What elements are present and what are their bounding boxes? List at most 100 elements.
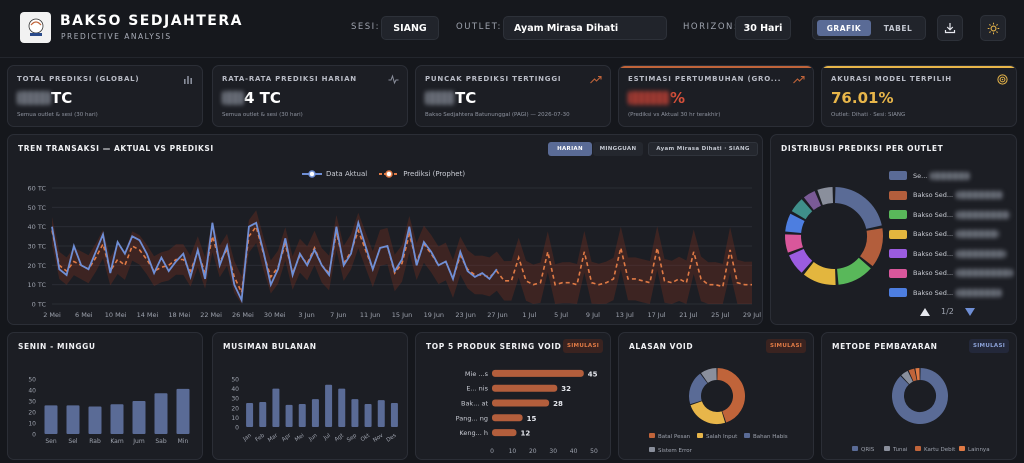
x-tick-label: 14 Mei xyxy=(137,311,159,319)
bar xyxy=(492,369,584,377)
x-tick-label: Min xyxy=(178,438,189,445)
bar-value-label: 12 xyxy=(520,430,530,438)
donut-slice xyxy=(803,191,822,211)
x-tick-label: Mar xyxy=(267,432,280,443)
legend-swatch xyxy=(697,433,703,438)
distribution-donut-chart xyxy=(785,187,883,285)
bar xyxy=(44,405,58,434)
simulasi-badge: SIMULASI xyxy=(766,339,806,353)
kpi-value: TC xyxy=(17,89,72,107)
trend-chart: 0 TC 10 TC 20 TC 30 TC 40 TC 50 TC 60 TC 2 Mei 6… xyxy=(28,185,762,320)
prev-page-icon[interactable] xyxy=(919,307,931,317)
kpi-estimasi-pertumbuhan: ESTIMASI PERTUMBUHAN (GRO... % (Prediksi… xyxy=(618,65,814,127)
kpi-puncak-prediksi: PUNCAK PREDIKSI TERTINGGI TC Bakso Sedja… xyxy=(415,65,611,127)
y-tick-label: 30 TC xyxy=(28,243,47,251)
legend-item: Bakso Sed... xyxy=(889,186,1013,206)
masked-value xyxy=(17,91,51,105)
legend-item: Bakso Sed... xyxy=(889,244,1013,264)
x-tick-label: Mei xyxy=(294,432,306,443)
masked-label xyxy=(930,171,971,180)
kpi-note: Bakso Sedjahtera Batununggal (PAGI) — 20… xyxy=(425,112,570,118)
bar xyxy=(492,399,550,407)
donut-slice xyxy=(789,248,813,273)
tab-mingguan[interactable]: MINGGUAN xyxy=(593,142,643,156)
masked-value xyxy=(222,91,244,105)
y-tick-label: Pang... ng xyxy=(456,414,488,422)
donut-slice xyxy=(901,370,914,385)
y-tick-label: 0 TC xyxy=(32,301,47,309)
next-page-icon[interactable] xyxy=(964,307,976,317)
theme-toggle-button[interactable] xyxy=(980,15,1006,41)
kpi-value: 76.01% xyxy=(831,89,894,107)
legend-item: Bakso Sed... xyxy=(889,283,1013,303)
legend-actual-swatch xyxy=(302,170,322,178)
donut-slice xyxy=(785,234,804,253)
legend-label: Bakso Sed... xyxy=(913,269,954,278)
masked-label xyxy=(956,191,1004,200)
x-tick-label: 20 xyxy=(529,448,537,455)
legend-label: Salah Input xyxy=(706,434,738,440)
x-tick-label: 26 Mei xyxy=(232,311,254,319)
sesi-select[interactable]: SIANG xyxy=(381,16,439,40)
legend-item: Bakso Sed... xyxy=(889,264,1014,284)
kpi-title: ESTIMASI PERTUMBUHAN (GRO... xyxy=(628,75,782,83)
horizon-select[interactable]: 30 Hari xyxy=(735,16,791,40)
x-tick-label: 30 xyxy=(549,448,557,455)
x-tick-label: Feb xyxy=(254,432,266,443)
legend-swatch xyxy=(915,446,921,451)
tabel-button[interactable]: TABEL xyxy=(883,23,913,33)
legend-label: Lainnya xyxy=(968,447,990,453)
legend-swatch xyxy=(959,446,965,451)
x-tick-label: 2 Mei xyxy=(43,311,61,319)
donut-slice xyxy=(908,368,917,382)
tab-harian[interactable]: HARIAN xyxy=(548,142,592,156)
x-tick-label: Jum xyxy=(132,438,145,445)
legend-label: Bahan Habis xyxy=(753,434,788,440)
target-icon xyxy=(997,74,1008,85)
legend-label: Batal Pesan xyxy=(658,434,691,440)
legend-label: Bakso Sed... xyxy=(913,210,954,219)
weekday-title: SENIN - MINGGU xyxy=(18,342,96,351)
donut-slice xyxy=(803,261,836,285)
grafik-button[interactable]: GRAFIK xyxy=(817,20,871,36)
legend-label: Bakso Sed... xyxy=(913,230,954,239)
trend-legend: Data Aktual Prediksi (Prophet) xyxy=(302,170,465,178)
legend-swatch xyxy=(649,433,655,438)
x-tick-label: Okt xyxy=(360,432,372,443)
legend-pred-label: Prediksi (Prophet) xyxy=(403,170,466,178)
download-icon xyxy=(944,23,956,34)
donut-slice xyxy=(791,199,813,220)
legend-swatch xyxy=(852,446,858,451)
bar-value-label: 28 xyxy=(553,400,563,408)
donut-slice xyxy=(785,213,805,234)
x-tick-label: Apr xyxy=(281,432,293,443)
donut-slice xyxy=(859,228,883,267)
bar-value-label: 45 xyxy=(588,370,598,378)
x-tick-label: 10 xyxy=(509,448,517,455)
simulasi-badge: SIMULASI xyxy=(969,339,1009,353)
bar xyxy=(88,406,102,434)
legend-label: QRIS xyxy=(861,447,875,453)
y-tick-label: Mie ...s xyxy=(465,370,489,378)
donut-slice xyxy=(716,368,745,423)
donut-slice xyxy=(700,368,718,384)
bar xyxy=(377,400,385,427)
y-tick-label: 50 xyxy=(231,377,239,384)
bar xyxy=(311,399,319,427)
kpi-value: % xyxy=(628,89,685,107)
download-button[interactable] xyxy=(937,15,963,41)
bar xyxy=(132,401,146,434)
x-tick-label: 29 Jul xyxy=(743,311,761,319)
x-tick-label: Des xyxy=(386,433,398,444)
bar xyxy=(325,384,333,427)
kpi-note: (Prediksi vs Aktual 30 hr terakhir) xyxy=(628,112,721,118)
y-tick-label: 40 TC xyxy=(28,223,47,231)
outlet-select[interactable]: Ayam Mirasa Dihati xyxy=(503,16,667,40)
x-tick-label: 7 Jun xyxy=(330,311,346,319)
y-tick-label: 20 xyxy=(28,410,36,417)
legend-label: Sistem Error xyxy=(658,448,693,454)
x-tick-label: 18 Mei xyxy=(168,311,190,319)
kpi-title: RATA-RATA PREDIKSI HARIAN xyxy=(222,75,357,83)
x-tick-label: 27 Jun xyxy=(487,311,508,319)
masked-value xyxy=(628,91,670,105)
